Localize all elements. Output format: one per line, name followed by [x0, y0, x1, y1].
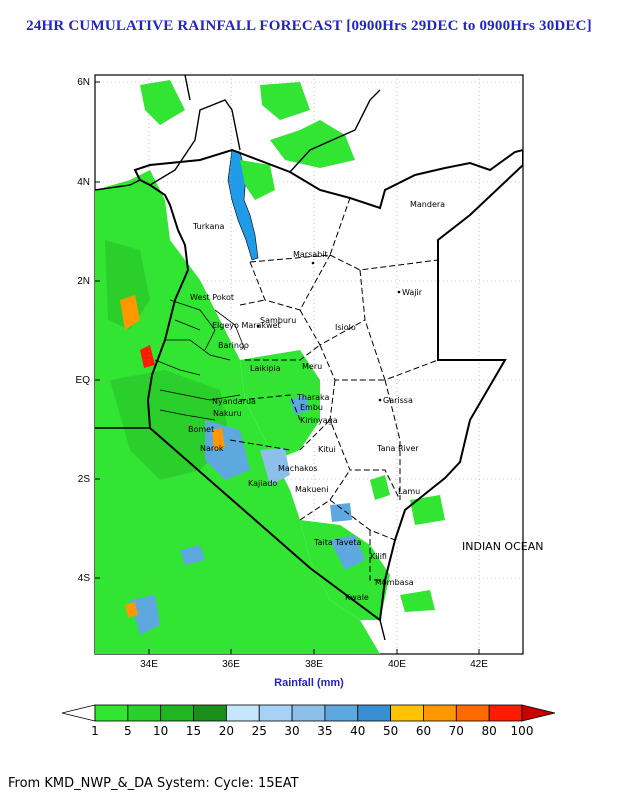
place-label: Samburu: [260, 316, 296, 325]
legend-cell: [423, 704, 457, 722]
legend-tick-label: 5: [124, 724, 132, 738]
legend-cell: [258, 704, 293, 722]
grid: [95, 75, 523, 654]
place-label: Taita Taveta: [313, 538, 362, 547]
place-label: Kajiado: [248, 479, 277, 488]
legend-cell: [488, 704, 523, 722]
place-label: Turkana: [192, 222, 224, 231]
place-label: Marsabit: [293, 250, 328, 259]
legend-tick-label: 15: [186, 724, 201, 738]
legend-tick-label: 10: [153, 724, 168, 738]
place-label: Meru: [302, 362, 322, 371]
lat-label: 4S: [78, 573, 91, 584]
lat-label: 4N: [77, 177, 90, 188]
lat-label: 2S: [78, 474, 91, 485]
legend-tick-label: 50: [383, 724, 398, 738]
legend-cell: [291, 704, 326, 722]
place-label: Garissa: [383, 396, 413, 405]
place-label: Laikipia: [250, 364, 281, 373]
place-label: Kwale: [345, 593, 369, 602]
legend-high-triangle: [521, 704, 556, 722]
legend-cell: [357, 704, 392, 722]
ocean-label: INDIAN OCEAN: [462, 540, 543, 553]
legend-tick-label: 70: [449, 724, 464, 738]
legend-cell: [160, 704, 194, 722]
legend-tick-label: 80: [482, 724, 497, 738]
place-label: Isiolo: [335, 323, 356, 332]
place-label: Nyandarua: [212, 397, 256, 406]
place-label: Bomet: [188, 425, 214, 434]
lon-label: 40E: [388, 659, 406, 670]
legend-cell: [225, 704, 260, 722]
legend-cell: [455, 704, 490, 722]
place-label: Narok: [200, 444, 224, 453]
legend-tick-label: 40: [350, 724, 365, 738]
lon-label: 42E: [470, 659, 488, 670]
lat-label: EQ: [76, 375, 91, 386]
legend-tick-label: 25: [252, 724, 267, 738]
place-label: Nakuru: [213, 409, 242, 418]
legend-colorbar: 1 5 10 15 20 25 30 35 40 50 60 70 80 100: [61, 704, 556, 738]
place-label: Lamu: [398, 487, 420, 496]
legend-cell: [94, 704, 129, 722]
national-borders: [95, 75, 386, 641]
lon-labels: 34E 36E 38E 40E 42E: [140, 659, 488, 670]
place-labels: Turkana Mandera Marsabit Wajir West Poko…: [188, 200, 543, 602]
county-borders: [229, 197, 439, 581]
legend-title: Rainfall (mm): [274, 677, 344, 689]
legend-cell: [390, 704, 424, 722]
map-title: 24HR CUMULATIVE RAINFALL FORECAST [0900H…: [26, 18, 592, 34]
lat-label: 6N: [77, 77, 90, 88]
place-label: Machakos: [278, 464, 318, 473]
lon-label: 38E: [305, 659, 323, 670]
place-label: West Pokot: [190, 293, 234, 302]
footer-text: From KMD_NWP_&_DA System: Cycle: 15EAT: [8, 776, 299, 791]
place-label: Embu: [300, 403, 323, 412]
legend-cell: [193, 704, 227, 722]
legend-tick-label: 30: [284, 724, 299, 738]
place-label: Mandera: [410, 200, 445, 209]
place-label: Kilifi: [370, 552, 387, 561]
place-label: Tana River: [376, 444, 419, 453]
place-label: Elgeyo Marakwet: [212, 321, 281, 330]
lon-label: 36E: [222, 659, 240, 670]
lon-label: 34E: [140, 659, 158, 670]
place-label: Mombasa: [375, 578, 414, 587]
place-label: Kitui: [318, 445, 336, 454]
place-label: Baringo: [218, 341, 249, 350]
tick-marks: [95, 81, 480, 654]
legend-low-triangle: [61, 704, 96, 722]
place-label: Kirinyaga: [300, 416, 338, 425]
western-county-borders: [154, 299, 246, 421]
lat-label: 2N: [77, 276, 90, 287]
lat-labels: 6N 4N 2N EQ 2S 4S: [76, 77, 91, 584]
legend-tick-label: 20: [219, 724, 234, 738]
place-label: Makueni: [295, 485, 328, 494]
place-label: Wajir: [402, 288, 423, 297]
legend-tick-label: 60: [416, 724, 431, 738]
legend-tick-label: 100: [511, 724, 534, 738]
legend-tick-label: 35: [317, 724, 332, 738]
legend-cell: [127, 704, 162, 722]
place-label: Tharaka: [296, 393, 330, 402]
kenya-border: [133, 148, 523, 622]
rainfall-shading: [95, 80, 445, 654]
legend-tick-label: 1: [91, 724, 99, 738]
legend-cell: [324, 704, 359, 722]
